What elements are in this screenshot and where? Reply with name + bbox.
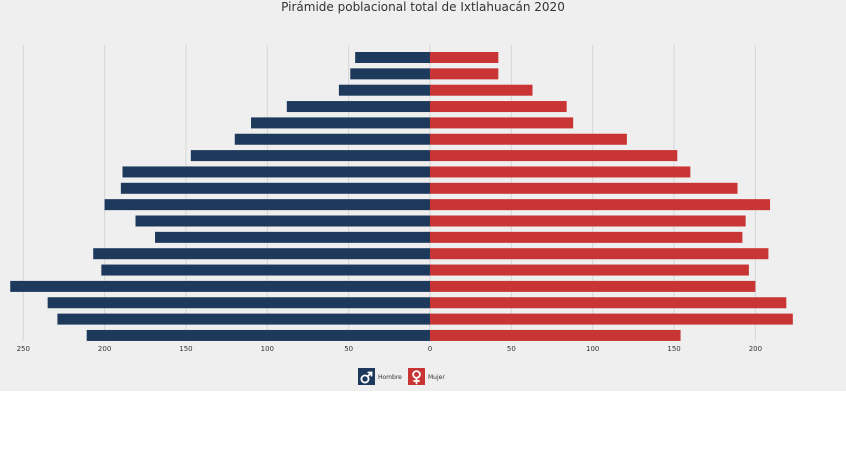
legend-item-hombre[interactable]: Hombre xyxy=(358,368,402,385)
x-tick-label: 100 xyxy=(586,345,599,353)
legend-label: Mujer xyxy=(428,374,445,381)
bar-hombre[interactable] xyxy=(47,297,430,309)
bar-hombre[interactable] xyxy=(122,166,430,178)
bar-mujer[interactable] xyxy=(430,150,678,162)
x-tick-label: 250 xyxy=(17,345,30,353)
tick-labels: 250 200 150 100 50 0 50 100 150 200 xyxy=(17,345,763,353)
bar-hombre[interactable] xyxy=(104,199,430,211)
bar-mujer[interactable] xyxy=(430,133,627,145)
bar-mujer[interactable] xyxy=(430,101,567,113)
bar-mujer[interactable] xyxy=(430,264,749,276)
legend: Hombre Mujer xyxy=(358,368,445,385)
bar-hombre[interactable] xyxy=(190,150,430,162)
bar-hombre[interactable] xyxy=(120,182,431,194)
x-tick-label: 200 xyxy=(749,345,762,353)
bar-hombre[interactable] xyxy=(135,215,430,227)
bar-hombre[interactable] xyxy=(10,280,430,292)
bar-hombre[interactable] xyxy=(350,68,430,80)
x-tick-label: 200 xyxy=(98,345,111,353)
bar-mujer[interactable] xyxy=(430,313,793,325)
bar-mujer[interactable] xyxy=(430,166,691,178)
population-pyramid-chart: 250 200 150 100 50 0 50 100 150 200 Hombre Mujer xyxy=(10,45,793,385)
bars-group xyxy=(10,52,793,341)
bar-hombre[interactable] xyxy=(155,231,431,243)
bar-hombre[interactable] xyxy=(251,117,430,129)
bar-mujer[interactable] xyxy=(430,329,681,341)
legend-item-mujer[interactable]: Mujer xyxy=(408,368,445,385)
x-tick-label: 100 xyxy=(261,345,274,353)
bar-mujer[interactable] xyxy=(430,84,533,96)
bar-hombre[interactable] xyxy=(355,52,430,63)
x-tick-label: 0 xyxy=(428,345,432,353)
bar-mujer[interactable] xyxy=(430,231,743,243)
bar-mujer[interactable] xyxy=(430,248,769,260)
bar-hombre[interactable] xyxy=(338,84,430,96)
bar-hombre[interactable] xyxy=(286,101,430,113)
bar-mujer[interactable] xyxy=(430,215,746,227)
bar-hombre[interactable] xyxy=(57,313,431,325)
legend-label: Hombre xyxy=(378,374,402,381)
chart-title: Pirámide poblacional total de Ixtlahuacá… xyxy=(281,0,565,14)
bar-hombre[interactable] xyxy=(93,248,430,260)
x-tick-label: 50 xyxy=(507,345,516,353)
bar-mujer[interactable] xyxy=(430,117,574,129)
bar-hombre[interactable] xyxy=(86,329,430,341)
x-tick-label: 150 xyxy=(179,345,192,353)
bar-mujer[interactable] xyxy=(430,182,738,194)
female-symbol-icon xyxy=(412,370,421,385)
bar-mujer[interactable] xyxy=(430,52,499,63)
bar-mujer[interactable] xyxy=(430,199,771,211)
bar-mujer[interactable] xyxy=(430,280,756,292)
chart-panel xyxy=(0,0,846,391)
x-tick-label: 50 xyxy=(344,345,353,353)
bar-mujer[interactable] xyxy=(430,297,787,309)
bar-hombre[interactable] xyxy=(101,264,430,276)
bar-mujer[interactable] xyxy=(430,68,499,80)
legend-swatch xyxy=(408,368,425,385)
x-tick-label: 150 xyxy=(667,345,680,353)
bar-hombre[interactable] xyxy=(234,133,430,145)
male-symbol-icon xyxy=(360,371,373,384)
